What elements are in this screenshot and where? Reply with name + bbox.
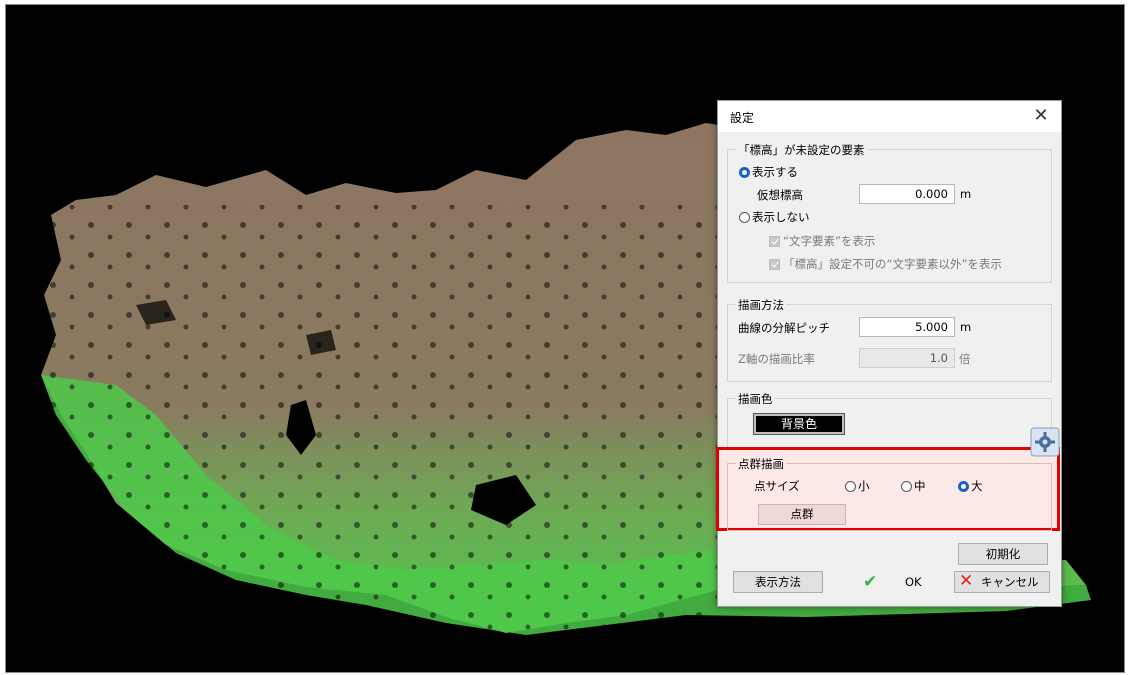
point-cloud-group-label: 点群描画 [736,456,786,472]
curve-pitch-label: 曲線の分解ピッチ [738,320,830,336]
display-method-button[interactable]: 表示方法 [733,571,823,593]
reset-button[interactable]: 初期化 [958,543,1048,565]
hide-radio[interactable]: 表示しない [739,209,810,225]
drawing-color-group-label: 描画色 [736,391,775,407]
checkbox-indicator[interactable] [769,259,780,270]
show-radio[interactable]: 表示する [739,164,798,180]
virtual-elevation-unit: m [960,187,971,201]
settings-dialog: 設定 ✕ 「標高」が未設定の要素 表示する 仮想標高 0.000 m 表示しない… [717,100,1062,607]
cancel-label: キャンセル [981,572,1039,592]
background-color-button[interactable]: 背景色 [754,414,844,434]
show-text-elements-checkbox[interactable]: “文字要素”を表示 [769,233,875,249]
radio-small-indicator[interactable] [845,481,856,492]
drawing-method-group-label: 描画方法 [736,297,786,313]
checkbox-indicator[interactable] [769,236,780,247]
dialog-titlebar[interactable]: 設定 ✕ [718,101,1061,132]
virtual-elevation-input[interactable]: 0.000 [859,184,955,204]
show-non-text-checkbox[interactable]: 「標高」設定不可の“文字要素以外”を表示 [769,256,1002,272]
show-radio-label: 表示する [752,165,798,179]
point-size-medium-radio[interactable]: 中 [901,478,926,494]
cancel-button[interactable]: ✕ キャンセル [954,571,1050,593]
z-ratio-input: 1.0 [859,348,955,368]
curve-pitch-unit: m [960,320,971,334]
point-cloud-button[interactable]: 点群 [758,504,846,525]
radio-show-indicator[interactable] [739,167,750,178]
radio-medium-indicator[interactable] [901,481,912,492]
virtual-elevation-label: 仮想標高 [757,187,803,203]
close-icon[interactable]: ✕ [1027,103,1055,129]
gear-icon[interactable] [1030,427,1060,457]
radio-hide-indicator[interactable] [739,212,750,223]
point-size-label: 点サイズ [754,478,800,494]
ok-label: OK [905,572,922,592]
hide-radio-label: 表示しない [752,210,810,224]
drawing-method-group: 描画方法 [727,304,1052,382]
checkmark-icon: ✔ [863,572,877,592]
show-text-elements-label: “文字要素”を表示 [783,234,875,248]
radio-large-indicator[interactable] [958,481,969,492]
z-ratio-unit: 倍 [959,351,971,367]
point-size-medium-label: 中 [914,479,926,493]
point-size-large-radio[interactable]: 大 [958,478,983,494]
ok-button[interactable]: ✔ OK [858,571,948,593]
point-size-small-label: 小 [858,479,870,493]
undefined-elevation-group-label: 「標高」が未設定の要素 [736,142,867,158]
point-size-large-label: 大 [971,479,983,493]
z-ratio-label: Z軸の描画比率 [738,351,815,367]
dialog-title: 設定 [730,109,754,126]
show-non-text-label: 「標高」設定不可の“文字要素以外”を表示 [783,257,1002,271]
curve-pitch-input[interactable]: 5.000 [859,317,955,337]
cross-icon: ✕ [959,571,973,591]
point-size-small-radio[interactable]: 小 [845,478,870,494]
